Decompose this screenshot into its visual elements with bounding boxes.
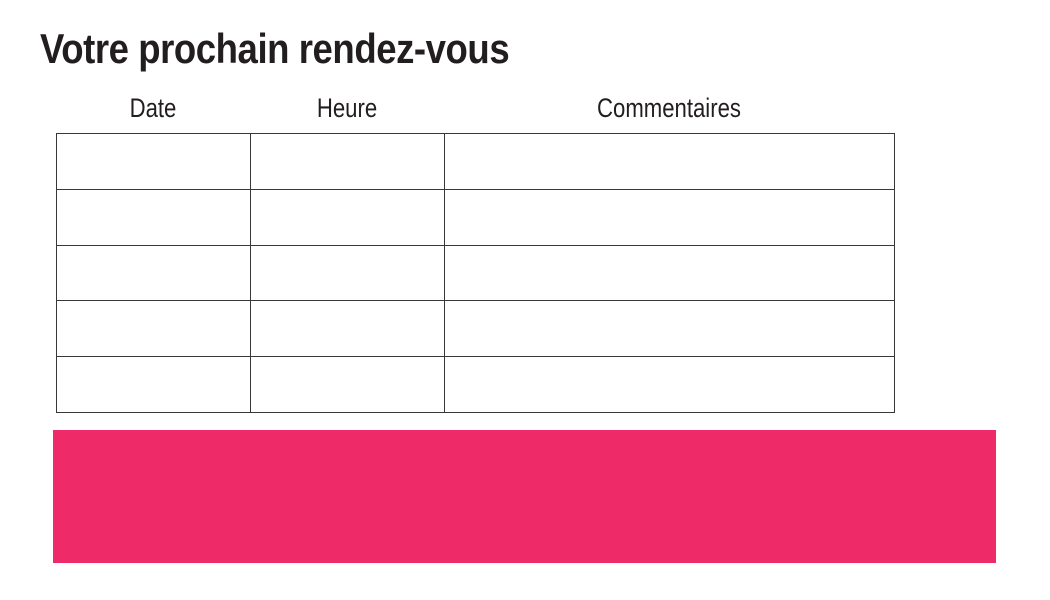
- cell-heure: [250, 244, 445, 302]
- cell-date: [56, 133, 251, 190]
- table-row: [56, 244, 895, 302]
- table-row: [56, 300, 895, 358]
- cell-heure: [250, 133, 445, 190]
- cell-commentaires: [444, 133, 895, 190]
- cell-date: [56, 356, 251, 413]
- column-header-heure: Heure: [316, 93, 378, 123]
- cell-date: [56, 300, 251, 358]
- cell-heure: [250, 188, 445, 246]
- table-row: [56, 133, 895, 190]
- cell-date: [56, 244, 251, 302]
- cell-commentaires: [444, 356, 895, 413]
- table-column-headers: Date Heure Commentaires: [56, 92, 894, 124]
- column-header-commentaires: Commentaires: [597, 93, 741, 123]
- cell-commentaires: [444, 244, 895, 302]
- accent-block: [53, 430, 996, 563]
- appointments-table: [56, 133, 895, 413]
- page-title: Votre prochain rendez-vous: [40, 25, 510, 72]
- column-header-date: Date: [129, 93, 177, 123]
- cell-commentaires: [444, 300, 895, 358]
- cell-date: [56, 188, 251, 246]
- cell-heure: [250, 356, 445, 413]
- table-row: [56, 356, 895, 413]
- cell-commentaires: [444, 188, 895, 246]
- table-row: [56, 188, 895, 246]
- cell-heure: [250, 300, 445, 358]
